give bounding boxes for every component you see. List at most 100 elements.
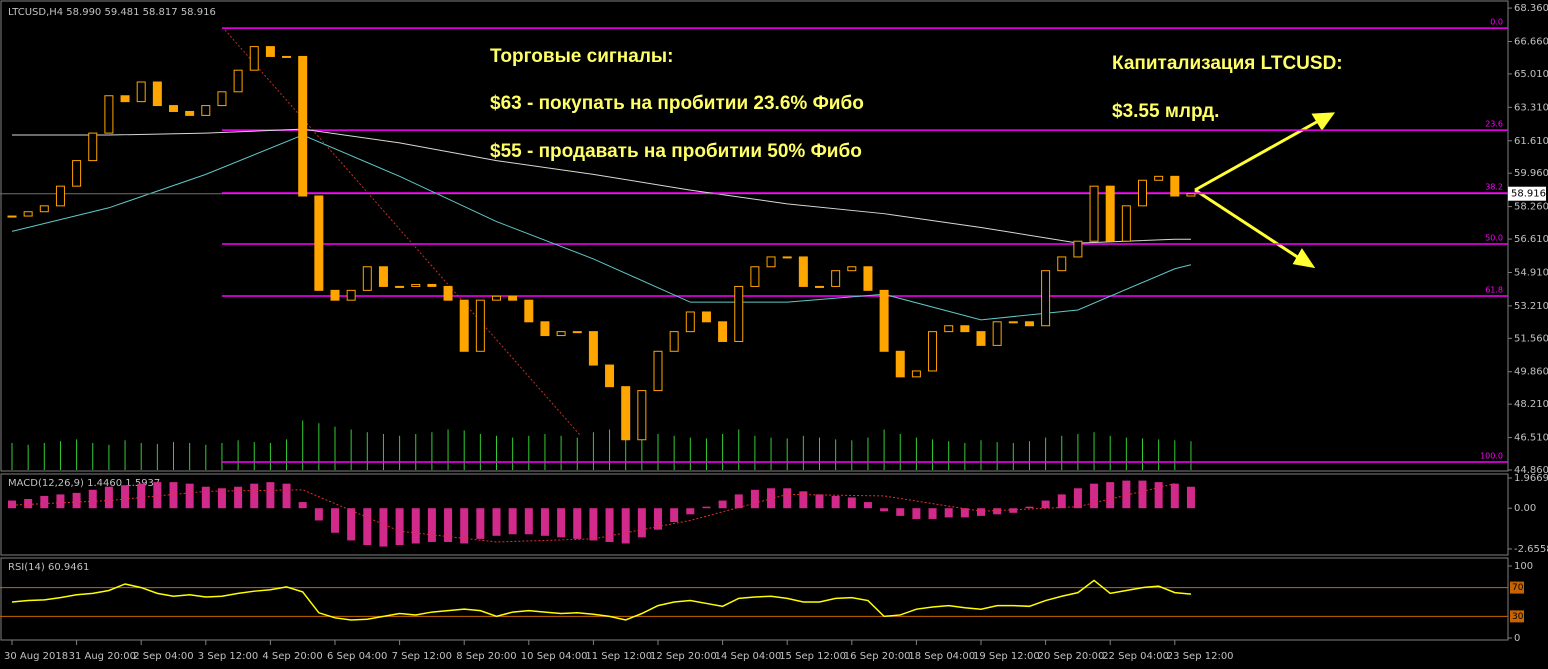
y-tick-label: 54.910 <box>1514 267 1548 278</box>
macd-bar <box>589 508 598 541</box>
macd-bar <box>960 508 969 518</box>
y-tick-label: 51.560 <box>1514 333 1548 344</box>
y-tick-label: 63.310 <box>1514 102 1548 113</box>
macd-bar <box>912 508 921 519</box>
moving-average <box>11 134 1192 321</box>
candle <box>88 132 98 162</box>
annotation: $63 - покупать на пробитии 23.6% Фибо <box>490 93 864 114</box>
candle <box>992 321 1002 346</box>
x-tick-label: 12 Sep 20:00 <box>650 651 717 662</box>
macd-bar <box>104 486 113 509</box>
candle <box>201 105 211 116</box>
macd-bar <box>427 508 436 542</box>
candle <box>653 350 663 392</box>
candle <box>1186 193 1196 197</box>
annotation: $55 - продавать на пробитии 50% Фибо <box>490 141 862 162</box>
macd-bar <box>56 494 65 509</box>
macd-bar <box>1170 483 1179 509</box>
macd-bar <box>1106 482 1115 509</box>
macd-bar <box>928 508 937 519</box>
candle <box>1089 185 1099 242</box>
candle <box>72 160 82 187</box>
macd-bar <box>605 508 614 542</box>
macd-bar <box>153 482 162 509</box>
x-tick-label: 4 Sep 20:00 <box>262 651 322 662</box>
macd-bar <box>169 482 178 509</box>
macd-bar <box>1057 494 1066 509</box>
macd-bar <box>72 492 81 509</box>
candle <box>572 331 582 334</box>
macd-bar <box>783 488 792 509</box>
x-tick-label: 6 Sep 04:00 <box>327 651 387 662</box>
macd-bar <box>8 500 16 509</box>
candle <box>23 211 33 217</box>
candle <box>766 256 776 268</box>
macd-bar <box>977 508 985 516</box>
y-tick-label: 56.610 <box>1514 234 1548 245</box>
candle <box>669 331 679 352</box>
candle <box>330 289 340 301</box>
macd-bar <box>508 508 517 535</box>
candle <box>540 321 550 337</box>
macd-bar <box>444 508 453 542</box>
macd-bar <box>1090 483 1099 509</box>
macd-bar <box>40 495 49 509</box>
macd-bar <box>282 483 291 509</box>
y-tick-label: 1.9669 <box>1514 473 1548 484</box>
x-tick-label: 19 Sep 12:00 <box>973 651 1040 662</box>
macd-bar <box>363 508 372 546</box>
trend-line <box>224 29 581 436</box>
macd-bar <box>993 508 1002 515</box>
macd-bar <box>557 508 566 538</box>
candle <box>1154 175 1164 181</box>
y-tick-label: 68.360 <box>1514 3 1548 14</box>
x-tick-label: 31 Aug 20:00 <box>69 651 136 662</box>
fib-label: 61.8 <box>1485 286 1503 295</box>
macd-bar <box>1122 480 1131 509</box>
macd-bar <box>492 508 501 536</box>
macd-bar <box>88 489 97 509</box>
fib-label: 38.2 <box>1485 183 1503 192</box>
rsi-level-box <box>1510 610 1524 623</box>
candle <box>39 205 49 213</box>
y-tick-label: 65.010 <box>1514 69 1548 80</box>
macd-bar <box>815 494 824 509</box>
candle <box>120 95 130 103</box>
macd-bar <box>540 508 549 536</box>
candle <box>378 266 388 287</box>
candle <box>831 270 841 287</box>
annotation: $3.55 млрд. <box>1112 101 1219 122</box>
macd-bar <box>654 508 662 530</box>
macd-bar <box>831 495 840 509</box>
macd-bar <box>395 508 404 546</box>
macd-bar <box>621 508 630 544</box>
macd-bar <box>24 499 33 509</box>
macd-bar <box>702 506 711 509</box>
macd-bar <box>686 508 695 515</box>
x-tick-label: 7 Sep 12:00 <box>392 651 452 662</box>
candle <box>1121 205 1131 242</box>
candle <box>492 295 501 301</box>
candle <box>104 95 114 134</box>
candle <box>1041 270 1051 327</box>
candle <box>1073 240 1083 258</box>
x-tick-label: 23 Sep 12:00 <box>1167 651 1234 662</box>
macd-bar <box>314 508 323 521</box>
candle <box>588 331 598 366</box>
macd-title: MACD(12,26,9) 1.4460 1.5937 <box>8 478 160 489</box>
candle <box>411 283 421 287</box>
y-tick-label: 46.510 <box>1514 433 1548 444</box>
y-tick-label: 59.960 <box>1514 168 1548 179</box>
candle <box>911 370 921 378</box>
candle <box>314 195 324 291</box>
macd-bar <box>379 508 388 547</box>
candle <box>637 390 647 441</box>
candle <box>475 299 485 352</box>
price-box <box>1508 186 1546 201</box>
candle <box>750 266 760 287</box>
candle <box>976 331 986 346</box>
rsi-line <box>11 579 1192 621</box>
candle <box>282 55 292 58</box>
macd-bar <box>880 508 889 512</box>
y-tick-label: 53.210 <box>1514 301 1548 312</box>
